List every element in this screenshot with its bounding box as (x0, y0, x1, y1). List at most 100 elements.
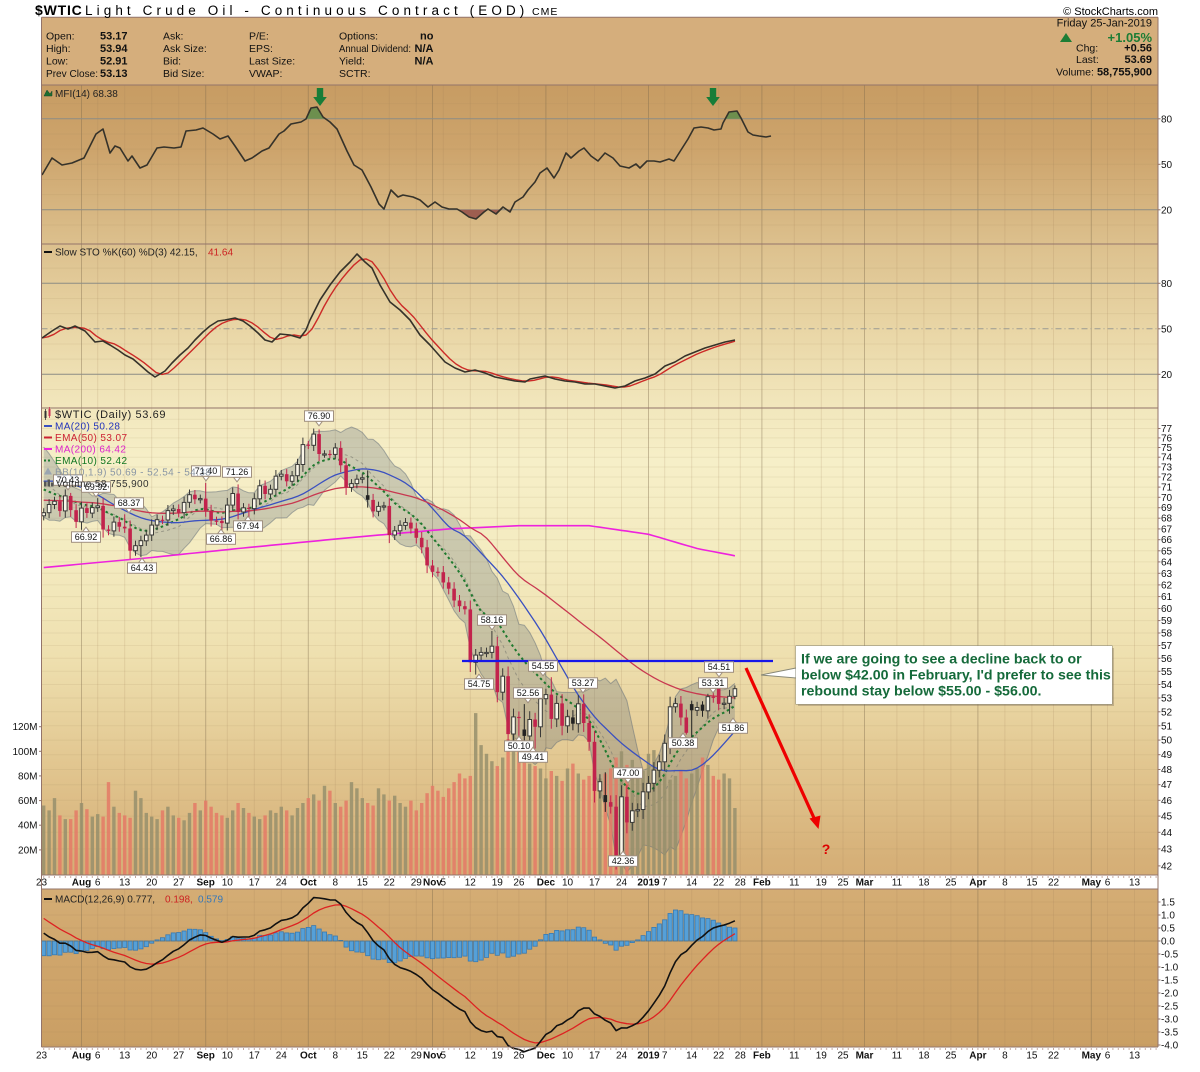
svg-text:EMA(50) 53.07: EMA(50) 53.07 (55, 433, 127, 444)
svg-text:-0.5: -0.5 (1161, 950, 1179, 961)
svg-text:0.579: 0.579 (198, 895, 223, 906)
svg-text:?: ? (822, 841, 831, 857)
svg-text:20: 20 (146, 1051, 158, 1062)
svg-text:Dec: Dec (537, 878, 556, 889)
svg-text:42: 42 (1161, 861, 1173, 872)
svg-text:54: 54 (1161, 680, 1173, 691)
svg-text:0.198,: 0.198, (165, 895, 193, 906)
svg-text:51.86: 51.86 (722, 723, 745, 733)
svg-text:15: 15 (1026, 1051, 1038, 1062)
svg-text:41.64: 41.64 (208, 248, 233, 259)
svg-text:48: 48 (1161, 765, 1173, 776)
svg-text:11: 11 (789, 878, 800, 889)
svg-text:High:: High: (46, 43, 71, 55)
svg-text:69.92: 69.92 (85, 482, 108, 492)
svg-text:67: 67 (1161, 524, 1173, 535)
svg-text:rebound stay below $55.00 - $5: rebound stay below $55.00 - $56.00. (801, 684, 1042, 700)
svg-text:22: 22 (1048, 878, 1060, 889)
svg-text:10: 10 (562, 878, 574, 889)
svg-text:50: 50 (1161, 324, 1173, 335)
svg-text:-1.0: -1.0 (1161, 963, 1179, 974)
svg-text:Ask Size:: Ask Size: (163, 43, 207, 55)
svg-text:80M: 80M (18, 771, 37, 782)
svg-text:17: 17 (589, 878, 601, 889)
svg-text:18: 18 (918, 878, 930, 889)
svg-text:50: 50 (1161, 736, 1173, 747)
svg-text:18: 18 (918, 1051, 930, 1062)
svg-text:6: 6 (95, 878, 101, 889)
svg-text:26: 26 (513, 878, 525, 889)
svg-text:22: 22 (713, 1051, 725, 1062)
svg-text:76.90: 76.90 (308, 411, 331, 421)
svg-text:19: 19 (816, 878, 828, 889)
svg-text:11: 11 (789, 1051, 800, 1062)
svg-text:27: 27 (173, 878, 185, 889)
svg-text:15: 15 (357, 878, 369, 889)
svg-text:MFI(14) 68.38: MFI(14) 68.38 (55, 89, 118, 100)
svg-text:71.40: 71.40 (195, 466, 218, 476)
svg-text:+1.05%: +1.05% (1108, 30, 1153, 45)
svg-text:53.17: 53.17 (100, 31, 128, 43)
svg-text:Apr: Apr (969, 1051, 986, 1062)
svg-text:70.43: 70.43 (57, 475, 80, 485)
svg-text:Friday 25-Jan-2019: Friday 25-Jan-2019 (1057, 18, 1152, 30)
svg-text:51: 51 (1161, 721, 1173, 732)
svg-text:14: 14 (686, 1051, 698, 1062)
svg-text:Oct: Oct (300, 1051, 317, 1062)
svg-text:22: 22 (384, 1051, 396, 1062)
svg-text:15: 15 (1026, 878, 1038, 889)
svg-text:43: 43 (1161, 844, 1173, 855)
svg-text:64: 64 (1161, 557, 1173, 568)
svg-text:53.31: 53.31 (702, 678, 725, 688)
svg-text:50.38: 50.38 (672, 738, 695, 748)
svg-text:26: 26 (513, 1051, 525, 1062)
svg-text:Light Crude Oil - Continuous C: Light Crude Oil - Continuous Contract (E… (85, 3, 528, 18)
svg-text:8: 8 (333, 1051, 339, 1062)
svg-text:-2.0: -2.0 (1161, 989, 1179, 1000)
svg-text:52.91: 52.91 (100, 56, 128, 68)
svg-text:58,755,900: 58,755,900 (1097, 67, 1152, 79)
svg-text:13: 13 (119, 1051, 131, 1062)
svg-text:5: 5 (441, 878, 447, 889)
svg-text:VWAP:: VWAP: (249, 68, 282, 80)
svg-text:13: 13 (1129, 1051, 1141, 1062)
svg-text:Volume 58,755,900: Volume 58,755,900 (56, 479, 149, 490)
svg-text:66: 66 (1161, 535, 1173, 546)
svg-text:52: 52 (1161, 707, 1173, 718)
svg-text:11: 11 (892, 878, 903, 889)
svg-text:Last Size:: Last Size: (249, 56, 295, 68)
svg-text:© StockCharts.com: © StockCharts.com (1063, 6, 1158, 18)
svg-text:54.75: 54.75 (468, 679, 491, 689)
svg-text:66.86: 66.86 (210, 534, 233, 544)
svg-text:Options:: Options: (339, 31, 378, 43)
svg-text:EMA(10) 52.42: EMA(10) 52.42 (55, 456, 127, 467)
svg-text:66.92: 66.92 (75, 532, 98, 542)
svg-text:22: 22 (384, 878, 396, 889)
svg-text:N/A: N/A (415, 43, 434, 55)
svg-text:25: 25 (837, 878, 849, 889)
svg-text:Oct: Oct (300, 878, 317, 889)
svg-text:12: 12 (465, 1051, 477, 1062)
svg-text:80: 80 (1161, 114, 1173, 125)
svg-text:Volume:: Volume: (1056, 67, 1094, 79)
svg-text:CME: CME (532, 6, 558, 18)
svg-text:Low:: Low: (46, 56, 68, 68)
svg-text:65: 65 (1161, 546, 1173, 557)
svg-text:10: 10 (222, 1051, 234, 1062)
svg-text:58: 58 (1161, 629, 1173, 640)
svg-text:20: 20 (1161, 205, 1173, 216)
svg-text:42.36: 42.36 (612, 856, 635, 866)
svg-text:0.5: 0.5 (1161, 924, 1175, 935)
svg-text:59: 59 (1161, 616, 1173, 627)
svg-text:6: 6 (1105, 878, 1111, 889)
svg-text:53: 53 (1161, 694, 1173, 705)
svg-text:57: 57 (1161, 641, 1173, 652)
svg-text:24: 24 (276, 878, 288, 889)
svg-text:25: 25 (945, 1051, 957, 1062)
svg-text:0.0: 0.0 (1161, 937, 1175, 948)
svg-text:20: 20 (146, 878, 158, 889)
svg-text:Prev Close:: Prev Close: (46, 68, 98, 80)
svg-text:100M: 100M (12, 747, 37, 758)
svg-text:Chg:: Chg: (1076, 43, 1098, 55)
svg-text:73: 73 (1161, 463, 1173, 474)
